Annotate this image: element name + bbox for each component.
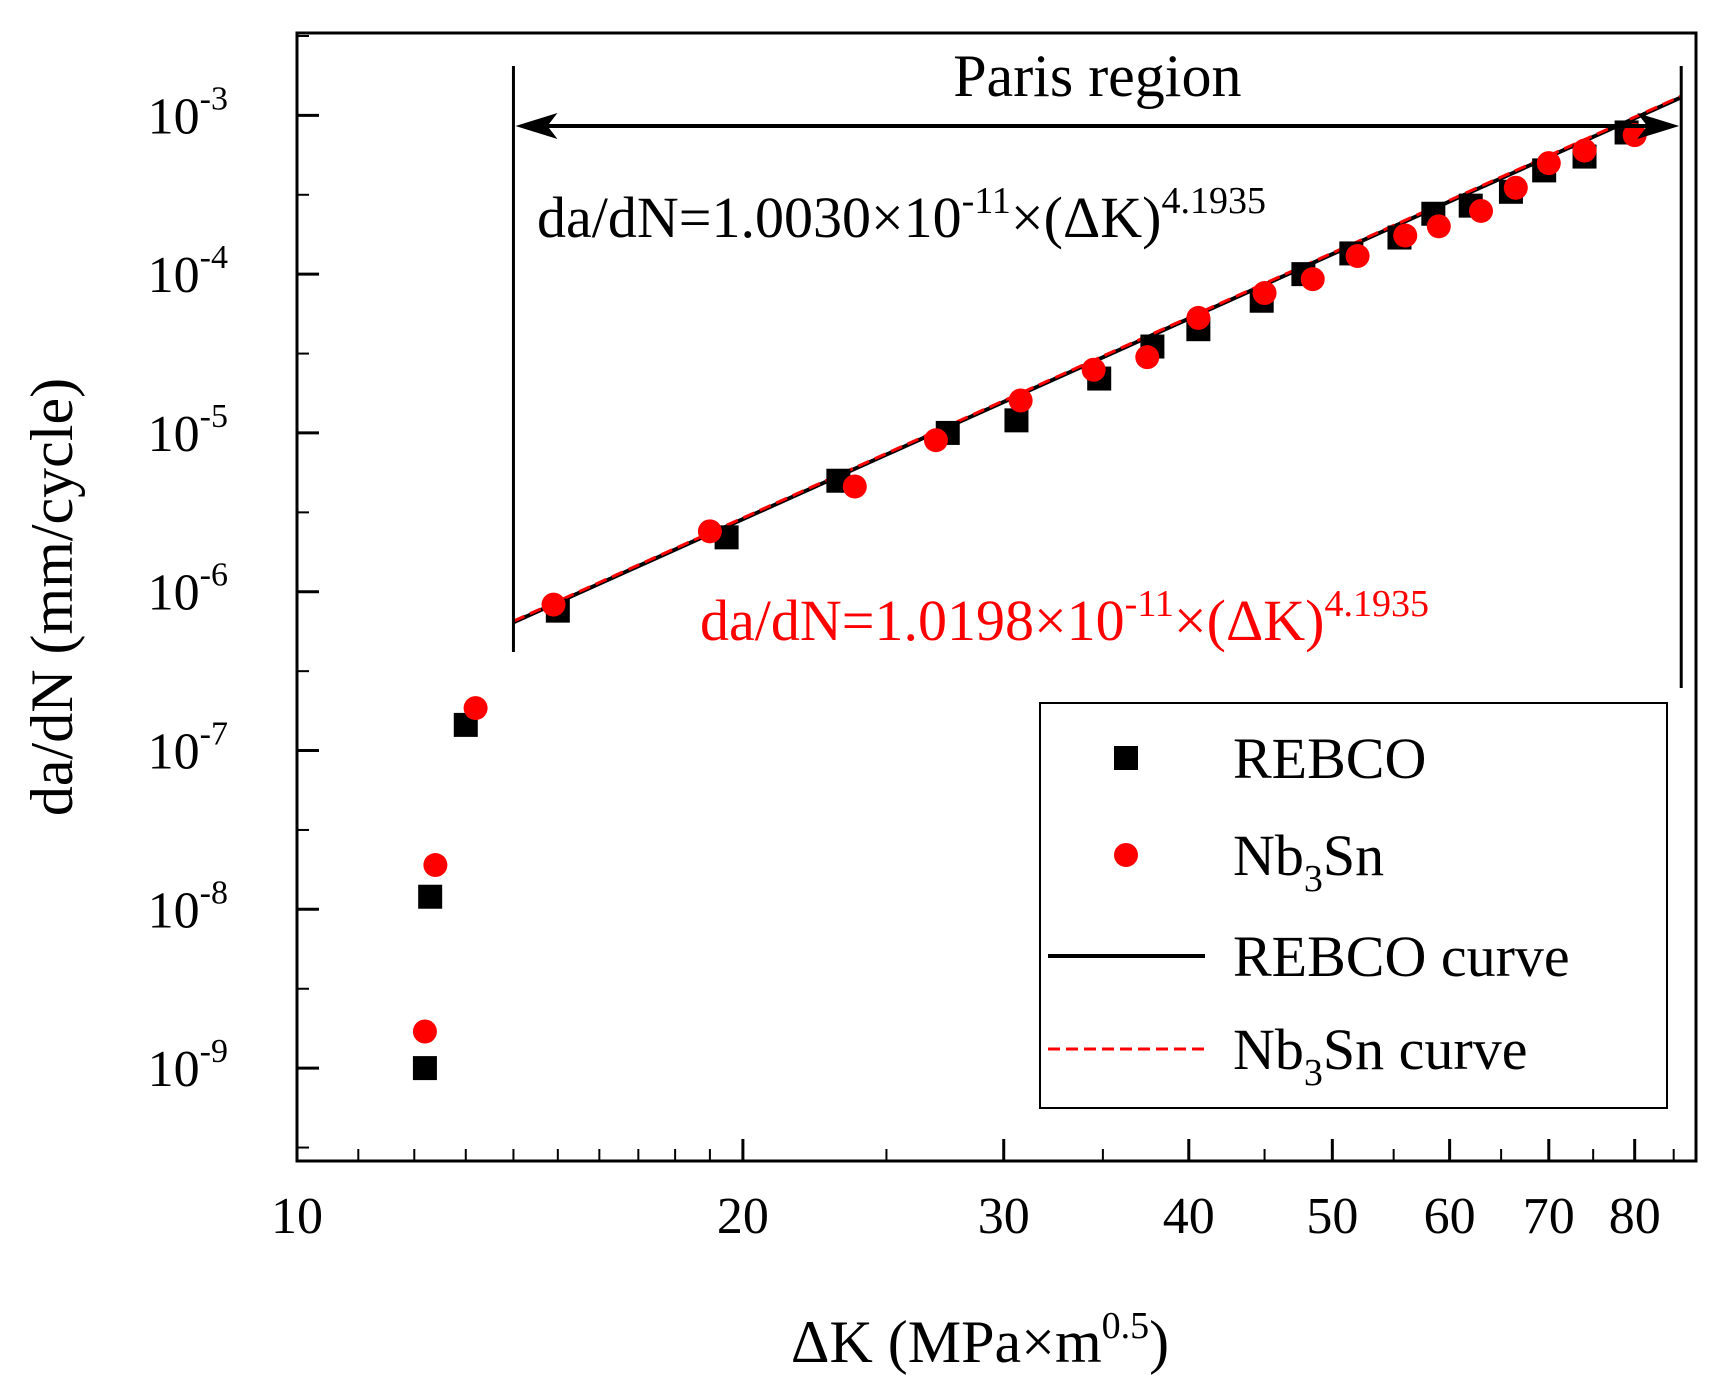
x-tick-label: 10 bbox=[271, 1188, 323, 1245]
rebco-equation-exp1: -11 bbox=[962, 180, 1011, 222]
legend-label-tail: Sn curve bbox=[1323, 1017, 1528, 1082]
rebco-point bbox=[418, 884, 443, 909]
nb3sn-point bbox=[1622, 123, 1647, 148]
legend-label-text: Nb bbox=[1233, 1017, 1304, 1082]
nb3sn-point bbox=[541, 592, 566, 617]
legend-label: Nb3Sn curve bbox=[1233, 1017, 1527, 1094]
y-axis-label: da/dN (mm/cycle) bbox=[19, 378, 85, 816]
x-tick-label: 50 bbox=[1306, 1188, 1358, 1245]
y-tick-base: 10 bbox=[148, 88, 200, 145]
y-axis-ticks: 10-910-810-710-610-510-410-3 bbox=[148, 34, 319, 1149]
legend-label: REBCO bbox=[1233, 726, 1426, 791]
rebco-equation: da/dN=1.0030×10-11×(ΔK)4.1935 bbox=[537, 180, 1266, 250]
nb3sn-equation: da/dN=1.0198×10-11×(ΔK)4.1935 bbox=[700, 583, 1429, 653]
legend-label: REBCO curve bbox=[1233, 924, 1570, 989]
nb3sn-point bbox=[1135, 345, 1160, 370]
x-axis-label: ΔK (MPa×m0.5) bbox=[791, 1305, 1169, 1375]
y-tick-base: 10 bbox=[148, 247, 200, 304]
nb3sn-point bbox=[842, 474, 867, 499]
legend-square-marker bbox=[1114, 746, 1138, 770]
legend-label: Nb3Sn bbox=[1233, 823, 1384, 900]
nb3sn-point bbox=[1252, 281, 1277, 306]
annotations: Paris regionda/dN=1.0030×10-11×(ΔK)4.193… bbox=[511, 43, 1683, 688]
y-tick-label: 10-6 bbox=[148, 557, 228, 622]
rebco-equation-exp2: 4.1935 bbox=[1161, 180, 1266, 222]
nb3sn-point bbox=[1536, 151, 1561, 176]
x-axis-ticks: 10 20 30 40 50 60 70 80 bbox=[271, 1139, 1675, 1245]
nb3sn-point bbox=[1503, 175, 1528, 200]
y-tick-base: 10 bbox=[148, 1041, 200, 1098]
y-tick-base: 10 bbox=[148, 565, 200, 622]
legend-label-tail: Sn bbox=[1323, 823, 1384, 888]
y-tick-label: 10-3 bbox=[148, 80, 228, 145]
legend-label-text: REBCO bbox=[1233, 726, 1426, 791]
nb3sn-point bbox=[1469, 198, 1494, 223]
x-axis-label-main: ΔK (MPa×m bbox=[791, 1309, 1102, 1375]
nb3sn-equation-exp1: -11 bbox=[1125, 583, 1174, 625]
x-axis-label-tail: ) bbox=[1149, 1309, 1169, 1375]
plot-frame bbox=[295, 31, 1698, 1163]
x-tick-label: 70 bbox=[1523, 1188, 1575, 1245]
legend-label-subscript: 3 bbox=[1304, 858, 1323, 900]
y-tick-label: 10-9 bbox=[148, 1033, 228, 1098]
y-tick-label: 10-7 bbox=[148, 716, 228, 781]
y-tick-label: 10-8 bbox=[148, 874, 228, 939]
nb3sn-equation-exp2: 4.1935 bbox=[1324, 583, 1429, 625]
y-tick-label: 10-5 bbox=[148, 398, 228, 463]
y-tick-exponent: -9 bbox=[200, 1033, 228, 1070]
legend-label-text: Nb bbox=[1233, 823, 1304, 888]
legend-circle-marker bbox=[1114, 843, 1138, 867]
rebco-point bbox=[412, 1056, 437, 1081]
paris-region-arrowhead-left bbox=[515, 113, 558, 139]
x-tick-label: 40 bbox=[1163, 1188, 1215, 1245]
nb3sn-point bbox=[423, 853, 448, 878]
y-tick-exponent: -4 bbox=[200, 239, 228, 276]
legend-label-text: REBCO curve bbox=[1233, 924, 1570, 989]
y-tick-base: 10 bbox=[148, 724, 200, 781]
x-tick-label: 60 bbox=[1424, 1188, 1476, 1245]
nb3sn-point bbox=[1008, 388, 1033, 413]
rebco-equation-mid: ×(ΔK) bbox=[1011, 185, 1162, 250]
nb3sn-point bbox=[923, 428, 948, 453]
nb3sn-point bbox=[1300, 267, 1325, 292]
nb3sn-point bbox=[463, 696, 488, 721]
x-tick-label: 30 bbox=[978, 1188, 1030, 1245]
rebco-point bbox=[1004, 408, 1029, 433]
nb3sn-point bbox=[1081, 357, 1106, 382]
nb3sn-equation-pre: da/dN=1.0198×10 bbox=[700, 588, 1125, 653]
y-tick-exponent: -8 bbox=[200, 874, 228, 911]
y-tick-exponent: -6 bbox=[200, 557, 228, 594]
nb3sn-point bbox=[412, 1019, 437, 1044]
nb3sn-point bbox=[697, 519, 722, 544]
y-tick-exponent: -7 bbox=[200, 716, 228, 753]
paris-region-arrowhead-right bbox=[1637, 113, 1680, 139]
paris-region-label: Paris region bbox=[953, 43, 1241, 109]
x-axis-label-sup: 0.5 bbox=[1102, 1305, 1150, 1347]
y-tick-exponent: -3 bbox=[200, 80, 228, 117]
nb3sn-equation-mid: ×(ΔK) bbox=[1174, 588, 1325, 653]
legend-label-subscript: 3 bbox=[1304, 1052, 1323, 1094]
nb3sn-point bbox=[1186, 305, 1211, 330]
x-tick-label: 80 bbox=[1609, 1188, 1661, 1245]
y-tick-exponent: -5 bbox=[200, 398, 228, 435]
y-tick-base: 10 bbox=[148, 882, 200, 939]
rebco-equation-pre: da/dN=1.0030×10 bbox=[537, 185, 962, 250]
nb3sn-point bbox=[1345, 244, 1370, 269]
y-tick-base: 10 bbox=[148, 406, 200, 463]
nb3sn-point bbox=[1426, 214, 1451, 239]
legend-box bbox=[1039, 702, 1668, 1109]
y-tick-label: 10-4 bbox=[148, 239, 228, 304]
x-tick-label: 20 bbox=[717, 1188, 769, 1245]
nb3sn-point bbox=[1393, 223, 1418, 248]
nb3sn-point bbox=[1572, 138, 1597, 163]
